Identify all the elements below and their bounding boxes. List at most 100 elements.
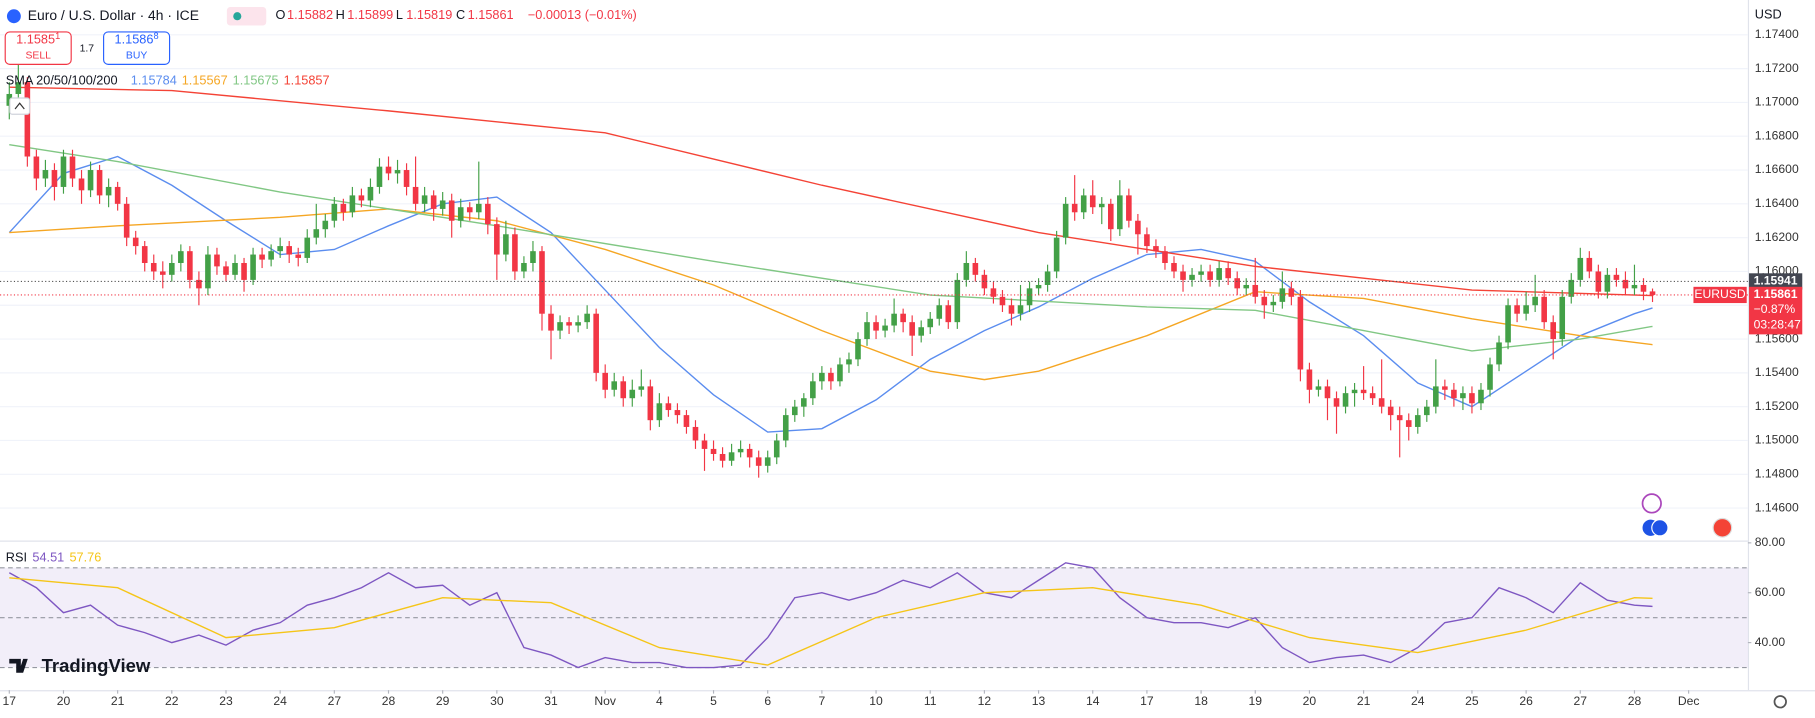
sell-box[interactable] xyxy=(4,31,72,65)
candle-body xyxy=(692,426,699,441)
ohlc-label: H xyxy=(336,8,345,23)
buy-button[interactable]: 1.15868 BUY xyxy=(103,31,171,65)
candle-body xyxy=(1649,291,1656,295)
indicator-value: 1.15567 xyxy=(182,73,228,88)
candle-body xyxy=(1333,398,1340,407)
buy-label[interactable]: BUY xyxy=(126,50,147,61)
y-tick-label: 1.15200 xyxy=(1755,399,1799,413)
candle-body xyxy=(1153,246,1159,252)
candle-body xyxy=(394,170,401,174)
indicator-line xyxy=(9,86,1653,297)
candle-body xyxy=(132,237,139,247)
settings-icon[interactable] xyxy=(1773,695,1787,709)
candle-body xyxy=(828,372,834,382)
candle-body xyxy=(1144,234,1150,247)
y-tick-label: 1.14600 xyxy=(1755,500,1799,514)
candle-body xyxy=(1252,284,1259,297)
candle-body xyxy=(512,234,518,272)
candle-body xyxy=(1568,279,1575,297)
x-tick-label: 21 xyxy=(111,694,125,708)
symbol-tag-label: EURUSD xyxy=(1694,287,1745,301)
candle-body xyxy=(620,381,627,399)
candle-body xyxy=(1315,386,1322,390)
x-tick-label: 13 xyxy=(1032,694,1046,708)
collapse-button[interactable] xyxy=(9,97,31,115)
x-tick-label: 17 xyxy=(3,694,17,708)
candle-body xyxy=(485,203,491,225)
candle-body xyxy=(1243,284,1250,289)
spread: 1.7 xyxy=(80,43,95,54)
candle-body xyxy=(981,274,988,289)
bar-countdown: 03:28:47 xyxy=(1754,317,1802,331)
last-price-change: −0.87% xyxy=(1754,302,1796,316)
candle-body xyxy=(1369,393,1376,399)
x-tick-label: 19 xyxy=(1248,694,1262,708)
candle-body xyxy=(24,82,31,157)
candle-body xyxy=(250,254,256,280)
candle-body xyxy=(331,203,338,221)
candle-body xyxy=(448,200,455,221)
candle-body xyxy=(773,440,780,458)
candle-body xyxy=(882,325,888,331)
ohlc-value: 1.15899 xyxy=(347,8,393,23)
candle-body xyxy=(286,246,292,255)
y-tick-label: 1.16600 xyxy=(1755,162,1799,176)
candle-body xyxy=(1008,305,1015,314)
candle-body xyxy=(1035,284,1042,289)
sell-button[interactable]: 1.15851 SELL xyxy=(4,31,72,65)
buy-price-main[interactable]: 1.1586 xyxy=(115,32,154,47)
sell-price-main[interactable]: 1.1585 xyxy=(16,32,55,47)
buy-price[interactable]: 1.15868 xyxy=(115,32,159,47)
candle-body xyxy=(214,254,220,267)
buy-box[interactable] xyxy=(103,31,171,65)
candle-body xyxy=(1405,420,1412,427)
sell-price[interactable]: 1.15851 xyxy=(16,32,60,47)
candle-body xyxy=(1306,369,1313,390)
candle-body xyxy=(584,313,590,323)
candle-body xyxy=(15,82,22,94)
candle-body xyxy=(503,234,509,255)
x-tick-label: 28 xyxy=(1628,694,1642,708)
event-flag[interactable] xyxy=(1651,519,1669,537)
event-flag[interactable] xyxy=(1712,517,1733,538)
candle-body xyxy=(1622,279,1629,289)
candle-body xyxy=(954,279,961,323)
events-icon[interactable] xyxy=(1641,493,1662,514)
candle-body xyxy=(1378,398,1385,407)
sell-label[interactable]: SELL xyxy=(25,50,51,61)
ohlc-value: 1.15861 xyxy=(468,8,514,23)
candle-body xyxy=(999,296,1006,306)
candle-body xyxy=(701,440,708,449)
candle-body xyxy=(629,389,636,399)
candle-body xyxy=(764,457,771,466)
candle-body xyxy=(521,262,527,272)
candle-body xyxy=(1559,296,1566,340)
y-tick-label: 1.16200 xyxy=(1755,230,1799,244)
candle-body xyxy=(322,220,329,230)
candle-body xyxy=(123,203,130,238)
candle-body xyxy=(1550,322,1557,340)
candle-body xyxy=(918,327,924,336)
candle-body xyxy=(1225,268,1231,279)
currency[interactable]: USD xyxy=(1755,6,1782,21)
marker-price-label: 1.15941 xyxy=(1754,274,1798,288)
candle-body xyxy=(927,318,934,328)
candle-body xyxy=(1080,195,1087,213)
candle-body xyxy=(1342,393,1349,407)
brand-name: TradingView xyxy=(42,655,151,676)
candle-body xyxy=(656,403,663,421)
sell-price-pip[interactable]: 1 xyxy=(55,32,60,42)
candle-body xyxy=(1089,195,1096,208)
collapse-icon[interactable] xyxy=(14,102,25,110)
candle-body xyxy=(972,262,979,275)
candle-body xyxy=(1162,251,1168,263)
candle-body xyxy=(1171,262,1177,272)
y-tick-label: 60.00 xyxy=(1755,585,1786,599)
buy-price-pip[interactable]: 8 xyxy=(153,32,158,42)
candle-body xyxy=(1135,220,1141,235)
candle-body xyxy=(1514,305,1520,314)
x-tick-label: 31 xyxy=(544,694,558,708)
indicator-value: 1.15857 xyxy=(284,73,330,88)
candle-body xyxy=(187,251,193,280)
